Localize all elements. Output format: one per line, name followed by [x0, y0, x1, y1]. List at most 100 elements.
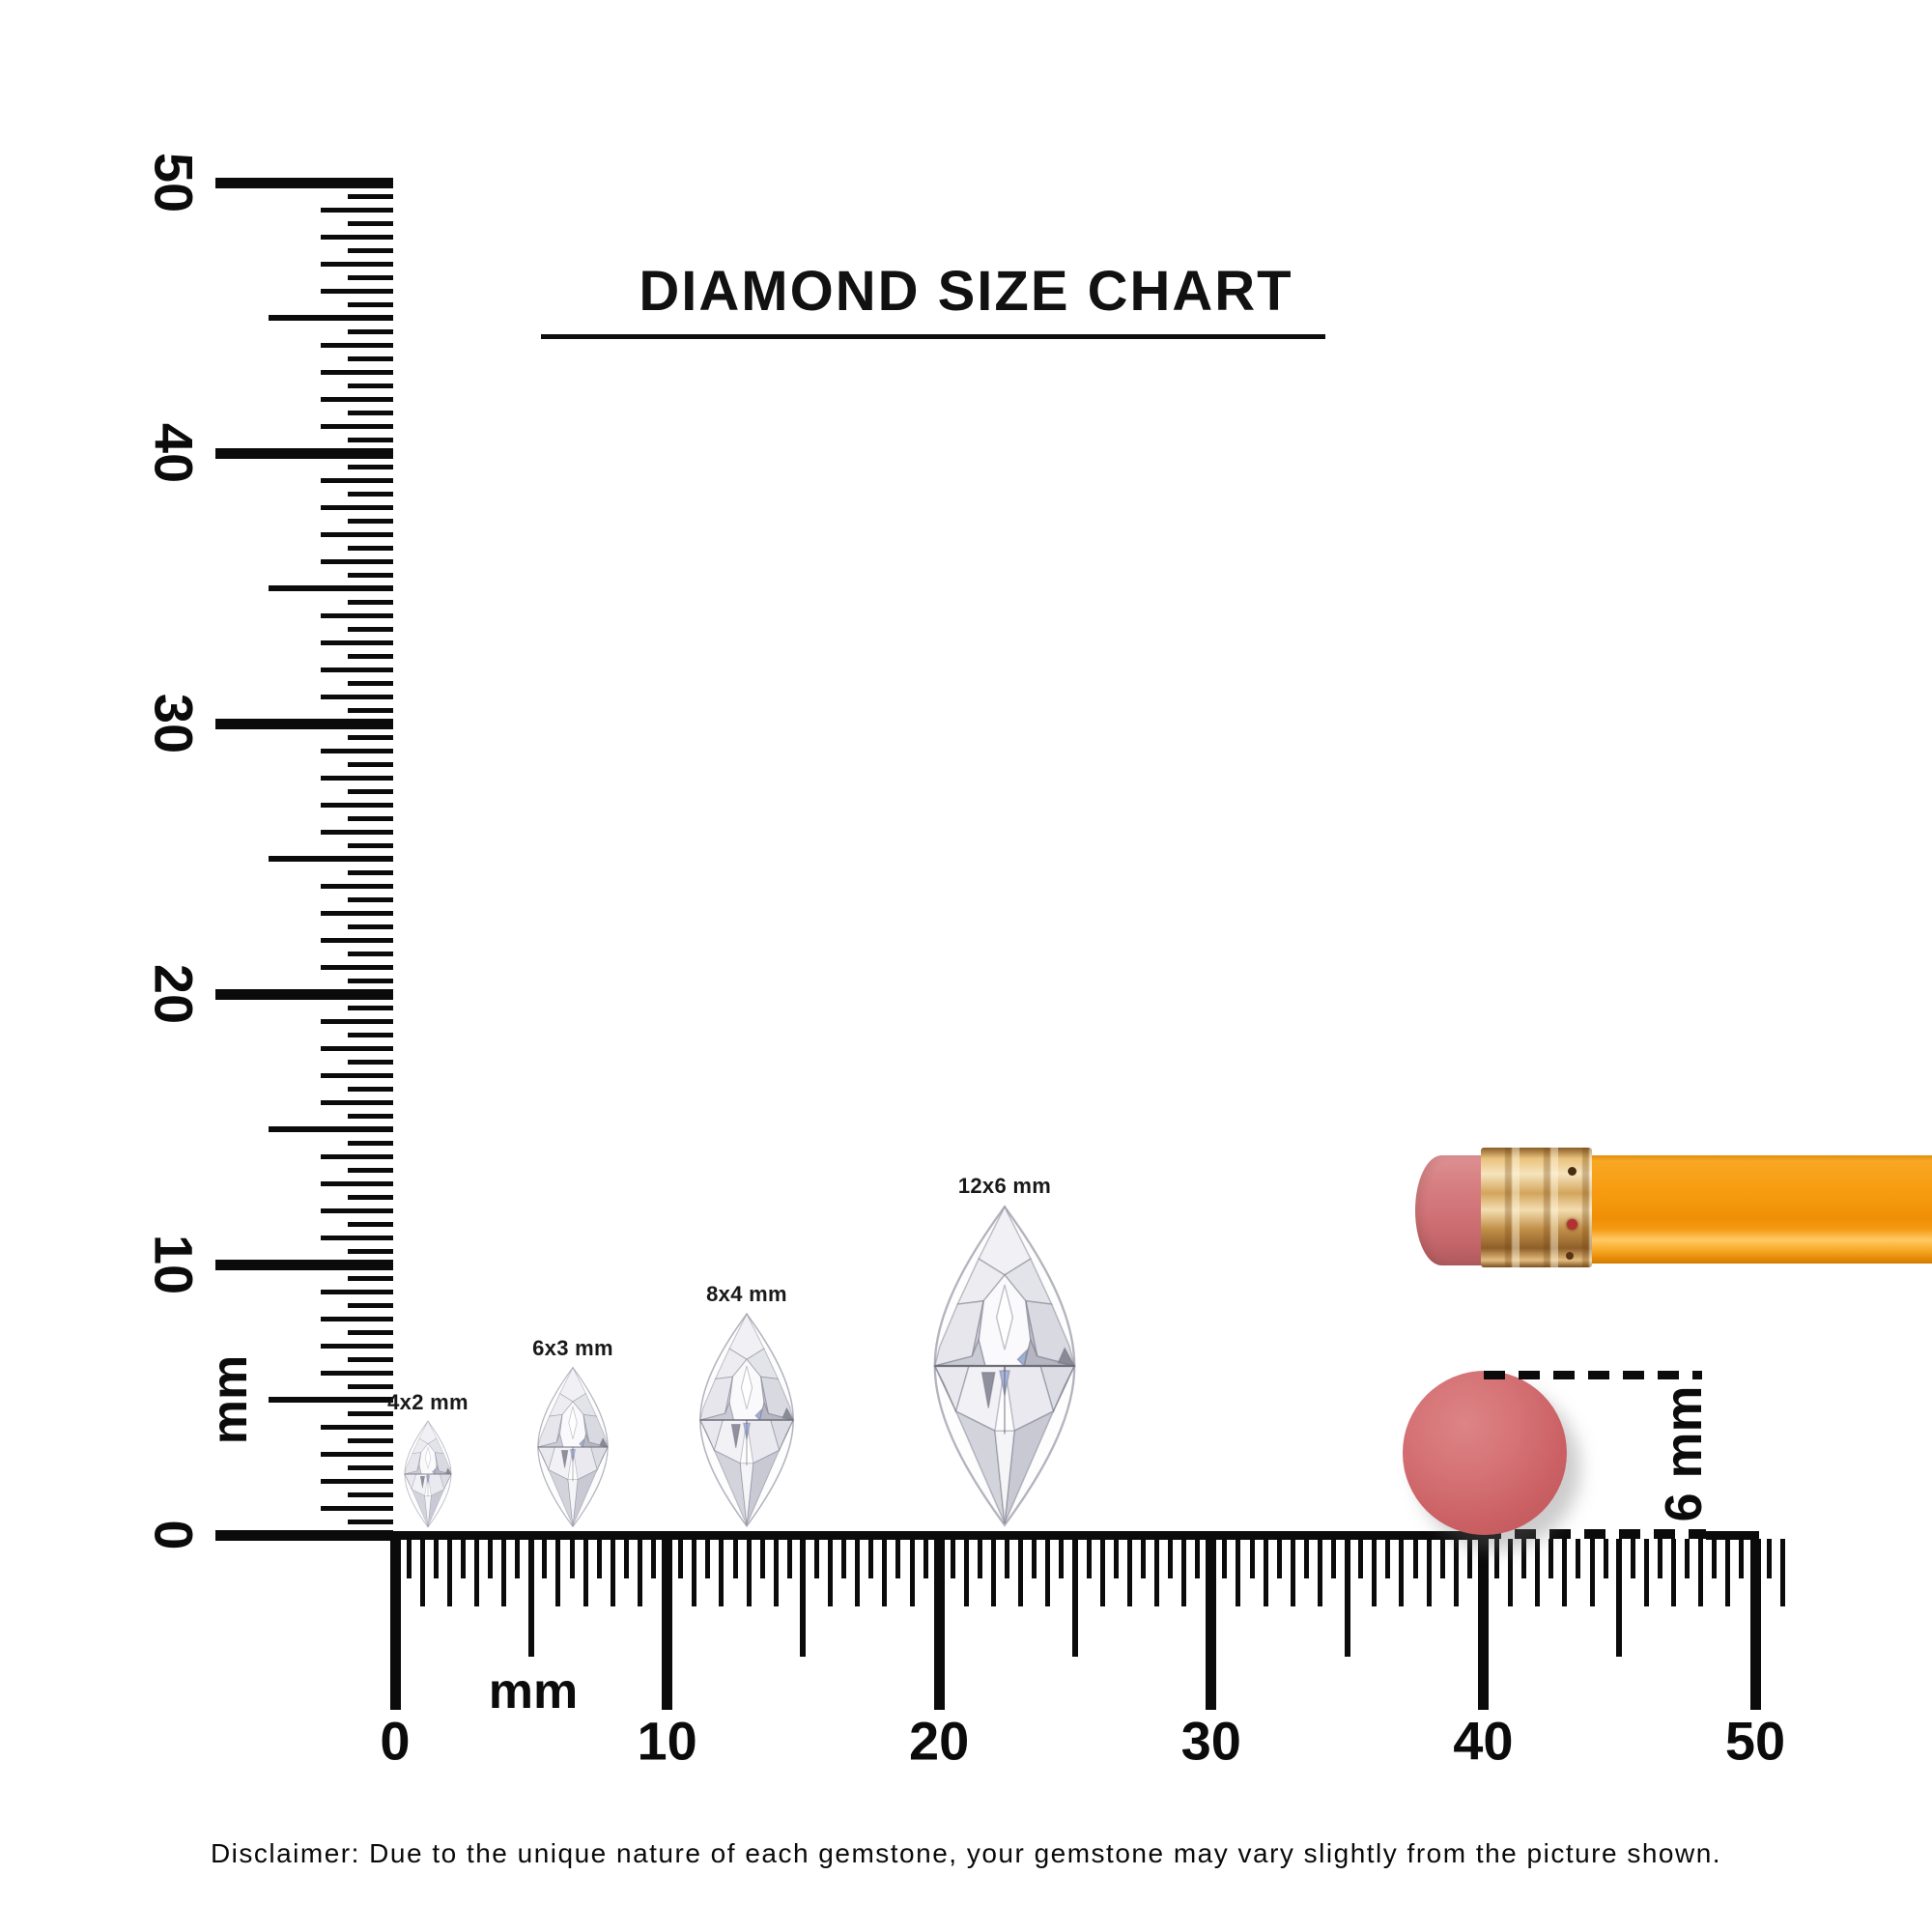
ruler-tick [348, 599, 393, 605]
ruler-tick [321, 1180, 393, 1186]
ruler-tick [1477, 1539, 1489, 1710]
ruler-tick [488, 1539, 494, 1578]
horizontal-ruler-number: 30 [1180, 1710, 1241, 1772]
ruler-tick [348, 355, 393, 361]
ruler-tick [269, 585, 393, 591]
ruler-tick [348, 1059, 393, 1065]
ruler-tick [1032, 1539, 1037, 1578]
ruler-tick [1562, 1539, 1568, 1606]
ruler-tick [348, 1492, 393, 1497]
ruler-tick [215, 718, 393, 729]
vertical-ruler-number: 0 [143, 1520, 205, 1550]
ruler-tick [348, 1329, 393, 1335]
ruler-tick [433, 1539, 439, 1578]
ruler-tick [348, 410, 393, 415]
ruler-tick [933, 1539, 945, 1710]
ruler-tick [1045, 1539, 1051, 1606]
ruler-tick [882, 1539, 888, 1606]
ruler-tick [269, 1397, 393, 1403]
horizontal-ruler-unit-label: mm [488, 1663, 579, 1719]
eraser-end-circle [1403, 1371, 1567, 1535]
ruler-tick [1426, 1539, 1432, 1606]
horizontal-ruler-number: 10 [637, 1710, 697, 1772]
ruler-tick [321, 775, 393, 781]
ruler-tick [348, 518, 393, 524]
ruler-tick [321, 342, 393, 348]
marquise-diamond [699, 1313, 794, 1527]
ruler-tick [446, 1539, 452, 1606]
ferrule-crimp-dot [1567, 1219, 1577, 1230]
ruler-tick [348, 815, 393, 821]
ruler-tick [1766, 1539, 1772, 1578]
ruler-tick [895, 1539, 901, 1578]
ruler-tick [555, 1539, 561, 1606]
ruler-tick [321, 1343, 393, 1349]
ruler-tick [773, 1539, 779, 1606]
ruler-tick [348, 951, 393, 956]
ruler-tick [348, 328, 393, 334]
ruler-tick [527, 1539, 534, 1657]
ruler-tick [269, 1126, 393, 1132]
ruler-tick [1276, 1539, 1282, 1578]
diamond-size-label: 12x6 mm [957, 1174, 1052, 1198]
ruler-tick [321, 504, 393, 510]
ruler-tick [515, 1539, 521, 1578]
ruler-tick [321, 1018, 393, 1024]
ruler-tick [348, 896, 393, 902]
ruler-tick [348, 1464, 393, 1470]
ruler-tick [269, 315, 393, 321]
vertical-ruler-number: 50 [143, 152, 205, 213]
ruler-tick [786, 1539, 792, 1578]
ruler-tick [868, 1539, 874, 1578]
ruler-tick [348, 923, 393, 929]
ruler-tick [348, 1167, 393, 1173]
ruler-tick [348, 572, 393, 578]
ruler-tick [1385, 1539, 1391, 1578]
page-title: DIAMOND SIZE CHART [639, 260, 1293, 323]
vertical-ruler-number: 30 [143, 693, 205, 754]
ruler-tick [732, 1539, 738, 1578]
ruler-tick [321, 1451, 393, 1457]
ruler-tick [1263, 1539, 1268, 1606]
ruler-tick [1358, 1539, 1364, 1578]
ruler-tick [321, 1370, 393, 1376]
ruler-tick [828, 1539, 834, 1606]
ruler-tick [1181, 1539, 1187, 1606]
ruler-tick [348, 761, 393, 767]
ruler-tick [1671, 1539, 1677, 1606]
marquise-diamond [404, 1420, 452, 1528]
ruler-tick [460, 1539, 466, 1578]
ruler-tick [321, 477, 393, 483]
ruler-tick [348, 220, 393, 226]
ruler-tick [1059, 1539, 1065, 1578]
ruler-tick [1168, 1539, 1174, 1578]
ruler-tick [321, 1316, 393, 1321]
ruler-tick [678, 1539, 684, 1578]
ruler-tick [623, 1539, 629, 1578]
ruler-tick [348, 247, 393, 253]
horizontal-ruler-number: 50 [1724, 1710, 1786, 1772]
ruler-tick [542, 1539, 548, 1578]
ruler-tick [419, 1539, 425, 1606]
ruler-tick [348, 1032, 393, 1037]
ruler-tick [637, 1539, 642, 1606]
ruler-tick [321, 910, 393, 916]
ruler-tick [348, 680, 393, 686]
marquise-diamond [537, 1367, 609, 1527]
ruler-tick [321, 1289, 393, 1294]
ruler-tick [610, 1539, 615, 1606]
ruler-tick [501, 1539, 507, 1606]
ruler-tick [348, 301, 393, 307]
vertical-ruler-number: 10 [143, 1234, 205, 1295]
pencil-body [1592, 1155, 1932, 1264]
ruler-tick [321, 829, 393, 835]
ruler-tick [1725, 1539, 1731, 1606]
ruler-tick [348, 274, 393, 280]
ruler-tick [977, 1539, 982, 1578]
ruler-tick [1086, 1539, 1092, 1578]
pencil-ferrule [1481, 1148, 1592, 1267]
ruler-tick [473, 1539, 479, 1606]
ruler-tick [1453, 1539, 1459, 1606]
ruler-tick [215, 177, 393, 188]
